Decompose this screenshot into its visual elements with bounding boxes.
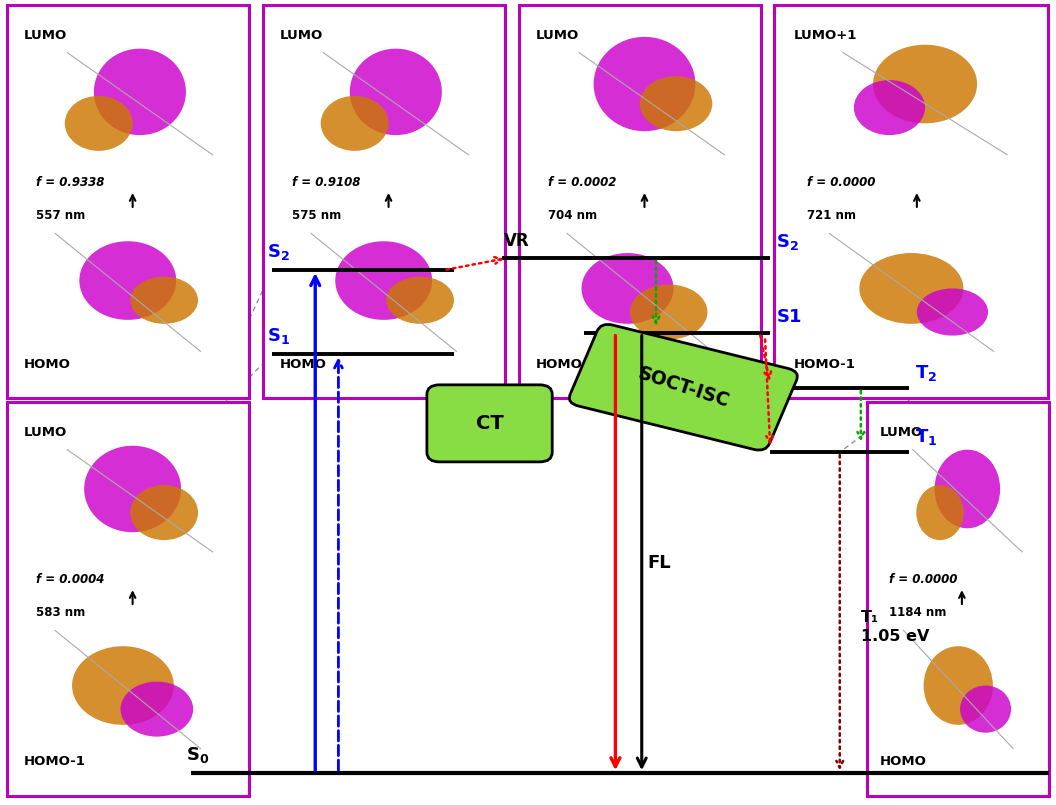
Ellipse shape: [64, 96, 133, 151]
Text: $\mathbf{T_2}$: $\mathbf{T_2}$: [914, 363, 937, 383]
Ellipse shape: [84, 446, 181, 532]
Text: LUMO: LUMO: [23, 426, 67, 439]
Text: FL: FL: [647, 554, 671, 572]
FancyBboxPatch shape: [427, 385, 552, 462]
Ellipse shape: [130, 277, 199, 324]
Ellipse shape: [79, 242, 176, 320]
Bar: [6, 6, 249, 398]
FancyBboxPatch shape: [569, 324, 797, 450]
Text: 721 nm: 721 nm: [808, 209, 856, 222]
Bar: [518, 6, 760, 398]
Text: LUMO+1: LUMO+1: [794, 29, 857, 42]
Text: 575 nm: 575 nm: [291, 209, 341, 222]
Text: LUMO: LUMO: [535, 29, 579, 42]
Text: f = 0.9108: f = 0.9108: [291, 175, 360, 189]
Bar: [263, 6, 505, 398]
Ellipse shape: [630, 284, 708, 340]
Text: HOMO-1: HOMO-1: [794, 358, 855, 371]
Text: f = 0.0000: f = 0.0000: [808, 175, 875, 189]
Ellipse shape: [72, 646, 174, 724]
Ellipse shape: [386, 277, 454, 324]
Text: f = 0.9338: f = 0.9338: [36, 175, 105, 189]
Text: HOMO: HOMO: [280, 358, 326, 371]
Text: $\mathbf{S_2}$: $\mathbf{S_2}$: [267, 242, 289, 262]
Bar: [6, 402, 249, 795]
Ellipse shape: [917, 485, 964, 540]
Text: LUMO: LUMO: [23, 29, 67, 42]
Ellipse shape: [335, 242, 432, 320]
Text: $\mathbf{S_2}$: $\mathbf{S_2}$: [775, 232, 798, 252]
Ellipse shape: [860, 253, 963, 324]
Ellipse shape: [130, 485, 199, 540]
Text: SOCT-ISC: SOCT-ISC: [635, 364, 732, 411]
Text: LUMO: LUMO: [280, 29, 323, 42]
Ellipse shape: [120, 682, 193, 737]
Text: HOMO-1: HOMO-1: [535, 358, 598, 371]
Ellipse shape: [924, 646, 993, 724]
Text: $\mathbf{T_1}$: $\mathbf{T_1}$: [914, 427, 937, 448]
Ellipse shape: [960, 686, 1011, 733]
Ellipse shape: [873, 45, 977, 123]
Ellipse shape: [917, 288, 988, 336]
Text: $\mathbf{S_0}$: $\mathbf{S_0}$: [186, 745, 209, 765]
Text: T₁
1.05 eV: T₁ 1.05 eV: [861, 610, 929, 644]
Text: 583 nm: 583 nm: [36, 606, 84, 619]
Text: f = 0.0004: f = 0.0004: [36, 573, 105, 586]
Ellipse shape: [593, 37, 695, 131]
Ellipse shape: [935, 450, 1000, 528]
Text: HOMO: HOMO: [23, 358, 71, 371]
Bar: [867, 402, 1050, 795]
Ellipse shape: [640, 76, 713, 131]
Text: CT: CT: [475, 414, 504, 433]
Text: 704 nm: 704 nm: [548, 209, 597, 222]
Text: $\mathbf{S_1}$: $\mathbf{S_1}$: [267, 326, 289, 346]
Ellipse shape: [94, 48, 186, 135]
Text: $\mathbf{S1}$: $\mathbf{S1}$: [775, 308, 802, 326]
Text: LUMO: LUMO: [880, 426, 923, 439]
Bar: [774, 6, 1049, 398]
Ellipse shape: [321, 96, 389, 151]
Text: HOMO: HOMO: [880, 755, 927, 768]
Ellipse shape: [854, 80, 925, 135]
Text: f = 0.0002: f = 0.0002: [548, 175, 616, 189]
Ellipse shape: [582, 253, 674, 324]
Text: 557 nm: 557 nm: [36, 209, 84, 222]
Text: 1184 nm: 1184 nm: [889, 606, 946, 619]
Text: HOMO-1: HOMO-1: [23, 755, 86, 768]
Text: f = 0.0000: f = 0.0000: [889, 573, 958, 586]
Ellipse shape: [350, 48, 441, 135]
Text: VR: VR: [504, 232, 529, 250]
